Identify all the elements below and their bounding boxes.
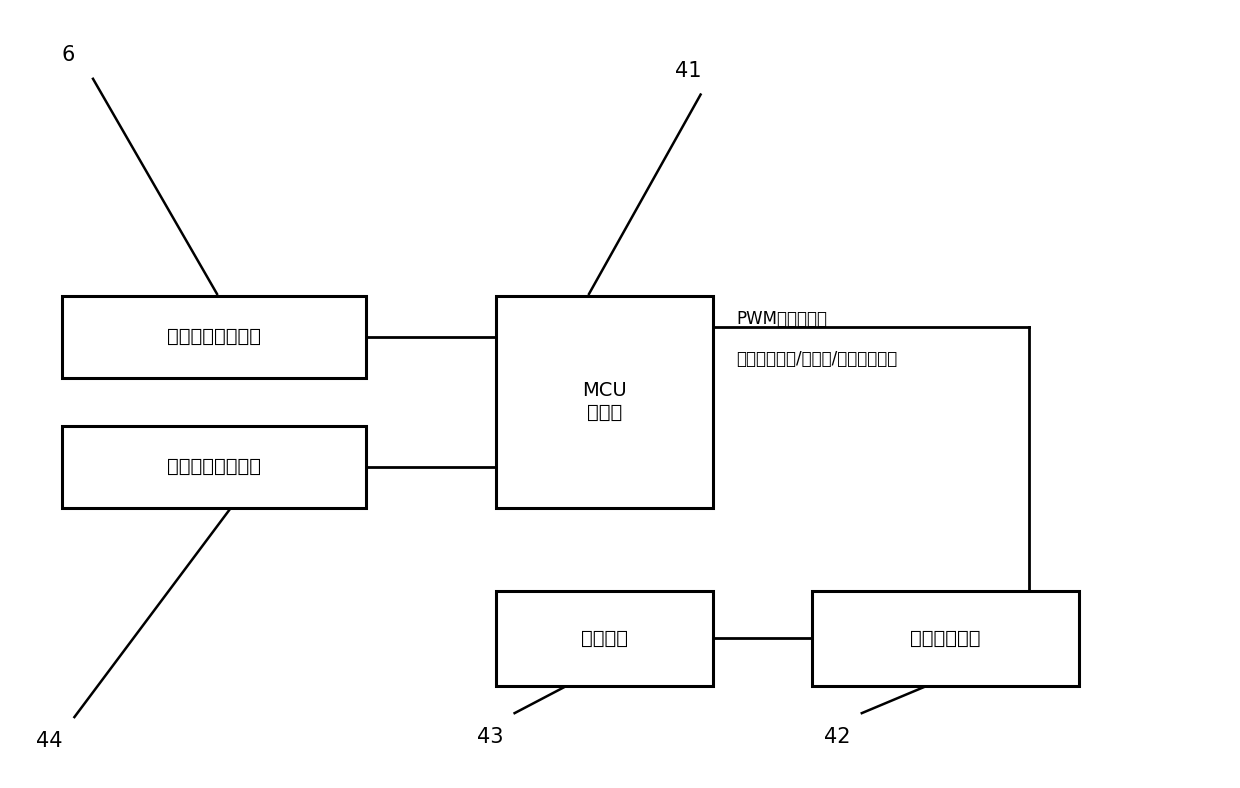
Text: 41: 41 — [675, 61, 702, 81]
Bar — [812, 591, 1079, 686]
Text: 功率放大模块: 功率放大模块 — [910, 629, 981, 648]
Text: MCU
控制器: MCU 控制器 — [582, 381, 627, 422]
Bar — [496, 591, 713, 686]
Text: 43: 43 — [476, 727, 503, 747]
Text: 44: 44 — [36, 730, 63, 751]
Text: 负载线圈: 负载线圈 — [582, 629, 627, 648]
Text: （输出低波段/中波段/高波段信号）: （输出低波段/中波段/高波段信号） — [737, 350, 898, 367]
Text: PWM信号输出端: PWM信号输出端 — [737, 310, 827, 328]
Bar — [62, 296, 366, 378]
Bar — [496, 296, 713, 508]
Text: 42: 42 — [823, 727, 851, 747]
Bar — [62, 426, 366, 508]
Text: 扫频频段设定模块: 扫频频段设定模块 — [167, 457, 260, 477]
Text: 液体质量检测模块: 液体质量检测模块 — [167, 327, 260, 347]
Text: 6: 6 — [62, 45, 74, 65]
